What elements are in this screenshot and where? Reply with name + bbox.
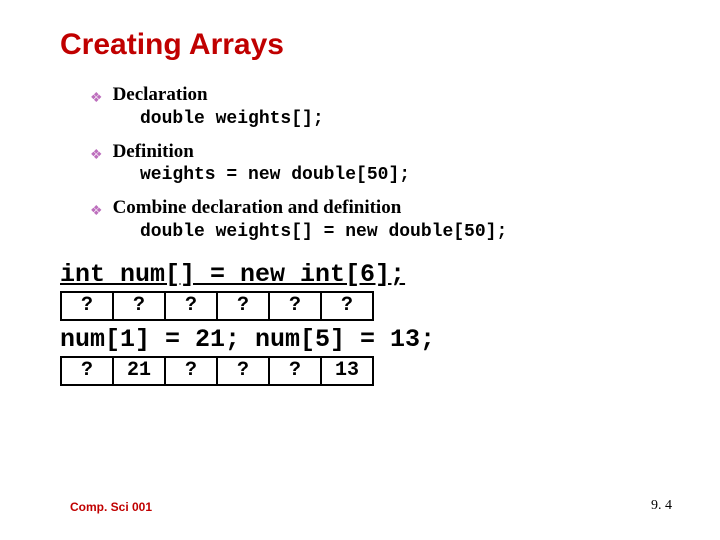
bullet-list: ❖ Declaration double weights[]; ❖ Defini… bbox=[60, 84, 660, 242]
array-cell: 21 bbox=[112, 356, 166, 386]
array-cell: ? bbox=[60, 291, 114, 321]
array-cell: ? bbox=[216, 356, 270, 386]
example-assignment: num[1] = 21; num[5] = 13; bbox=[60, 325, 660, 354]
array-cell: ? bbox=[268, 291, 322, 321]
footer-course: Comp. Sci 001 bbox=[70, 500, 152, 514]
diamond-icon: ❖ bbox=[90, 146, 103, 166]
example-declaration: int num[] = new int[6]; bbox=[60, 260, 660, 289]
slide-title: Creating Arrays bbox=[60, 28, 660, 62]
footer-page: 9. 4 bbox=[651, 498, 672, 514]
array-cell: ? bbox=[112, 291, 166, 321]
bullet-item: ❖ Combine declaration and definition dou… bbox=[90, 197, 660, 242]
array-cell: ? bbox=[268, 356, 322, 386]
array-cell: ? bbox=[60, 356, 114, 386]
bullet-heading: Declaration bbox=[113, 84, 208, 106]
bullet-heading: Combine declaration and definition bbox=[113, 197, 402, 219]
code-line: double weights[]; bbox=[90, 109, 660, 129]
array-row-initial: ? ? ? ? ? ? bbox=[60, 291, 660, 321]
code-line: double weights[] = new double[50]; bbox=[90, 222, 660, 242]
bullet-item: ❖ Declaration double weights[]; bbox=[90, 84, 660, 129]
array-cell: ? bbox=[216, 291, 270, 321]
array-cell: 13 bbox=[320, 356, 374, 386]
diamond-icon: ❖ bbox=[90, 89, 103, 109]
array-row-after: ? 21 ? ? ? 13 bbox=[60, 356, 660, 386]
array-cell: ? bbox=[320, 291, 374, 321]
bullet-item: ❖ Definition weights = new double[50]; bbox=[90, 141, 660, 186]
diamond-icon: ❖ bbox=[90, 202, 103, 222]
bullet-heading: Definition bbox=[113, 141, 194, 163]
code-line: weights = new double[50]; bbox=[90, 165, 660, 185]
array-cell: ? bbox=[164, 356, 218, 386]
array-cell: ? bbox=[164, 291, 218, 321]
